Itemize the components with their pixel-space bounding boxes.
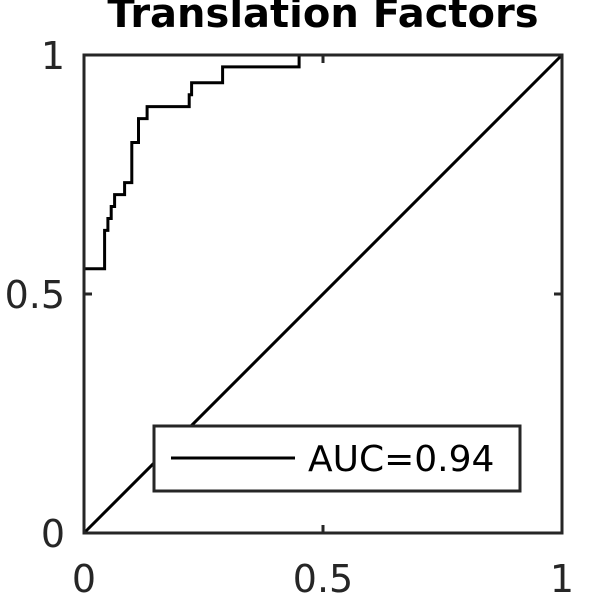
x-tick-label: 1	[550, 557, 574, 600]
legend-entry-label: AUC=0.94	[308, 439, 494, 480]
chart-title: Translation Factors	[107, 0, 538, 37]
y-tick-label: 0.5	[5, 273, 65, 317]
x-tick-label: 0.5	[293, 557, 353, 600]
x-tick-label: 0	[72, 557, 96, 600]
y-tick-label: 0	[41, 512, 65, 556]
plot-area: 0 0.5 1 0 0.5 1	[5, 34, 575, 600]
legend: AUC=0.94	[152, 424, 522, 493]
roc-curve-line	[82, 53, 562, 533]
y-tick-label: 1	[41, 34, 65, 78]
